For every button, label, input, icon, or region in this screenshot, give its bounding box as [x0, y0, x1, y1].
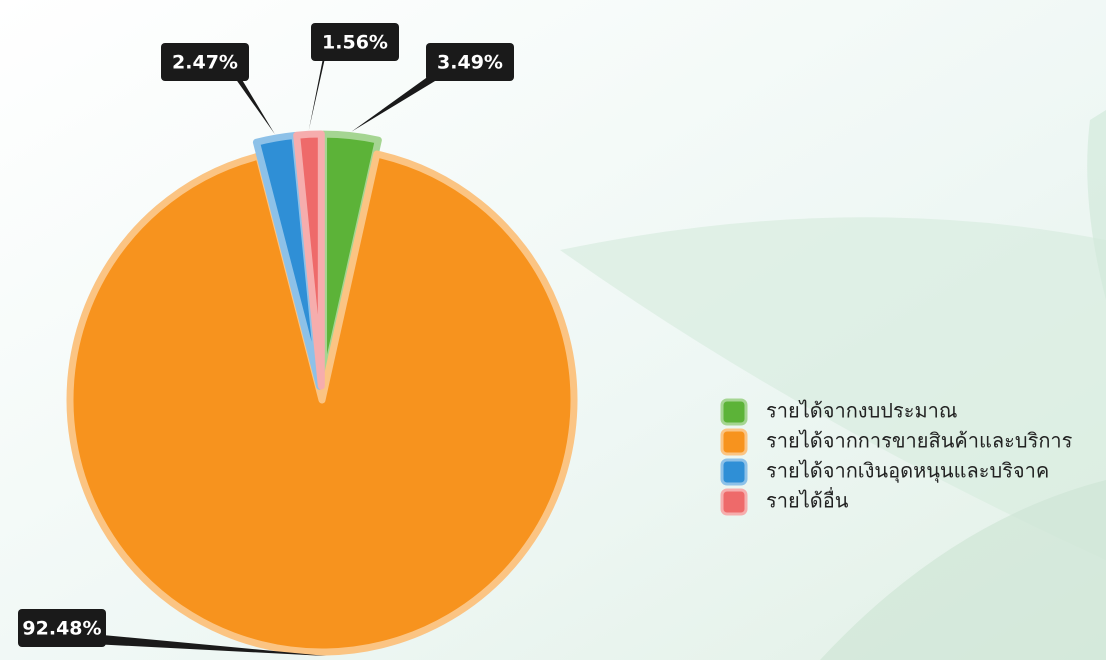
- leaf-shape: [820, 480, 1106, 660]
- data-label: 1.56%: [322, 32, 388, 54]
- data-labels: 3.49% 92.48% 2.47% 1.56%: [18, 23, 514, 656]
- legend-label: รายได้จากการขายสินค้าและบริการ: [766, 429, 1073, 453]
- legend-swatch: [720, 458, 748, 486]
- pie: [66, 130, 578, 656]
- pie-slice: [66, 150, 578, 656]
- legend: รายได้จากงบประมาณรายได้จากการขายสินค้าแล…: [720, 398, 1073, 516]
- label-pointer: [351, 68, 440, 132]
- label-pointer: [235, 68, 275, 135]
- label-pointer: [92, 634, 327, 656]
- leaf-shape: [1087, 110, 1106, 300]
- legend-swatch: [720, 398, 748, 426]
- legend-label: รายได้จากเงินอุดหนุนและบริจาค: [766, 459, 1049, 484]
- data-label: 2.47%: [172, 52, 238, 74]
- legend-label: รายได้อื่น: [766, 487, 849, 513]
- label-box: [18, 609, 106, 647]
- leaf-shape: [560, 217, 1106, 560]
- label-pointer: [308, 48, 325, 131]
- data-label: 3.49%: [437, 52, 503, 74]
- pie-slice: [293, 130, 325, 390]
- label-box: [161, 43, 249, 81]
- legend-swatch: [720, 428, 748, 456]
- legend-swatch: [720, 488, 748, 516]
- legend-label: รายได้จากงบประมาณ: [766, 399, 957, 423]
- label-box: [311, 23, 399, 61]
- data-label: 92.48%: [22, 618, 101, 640]
- label-box: [426, 43, 514, 81]
